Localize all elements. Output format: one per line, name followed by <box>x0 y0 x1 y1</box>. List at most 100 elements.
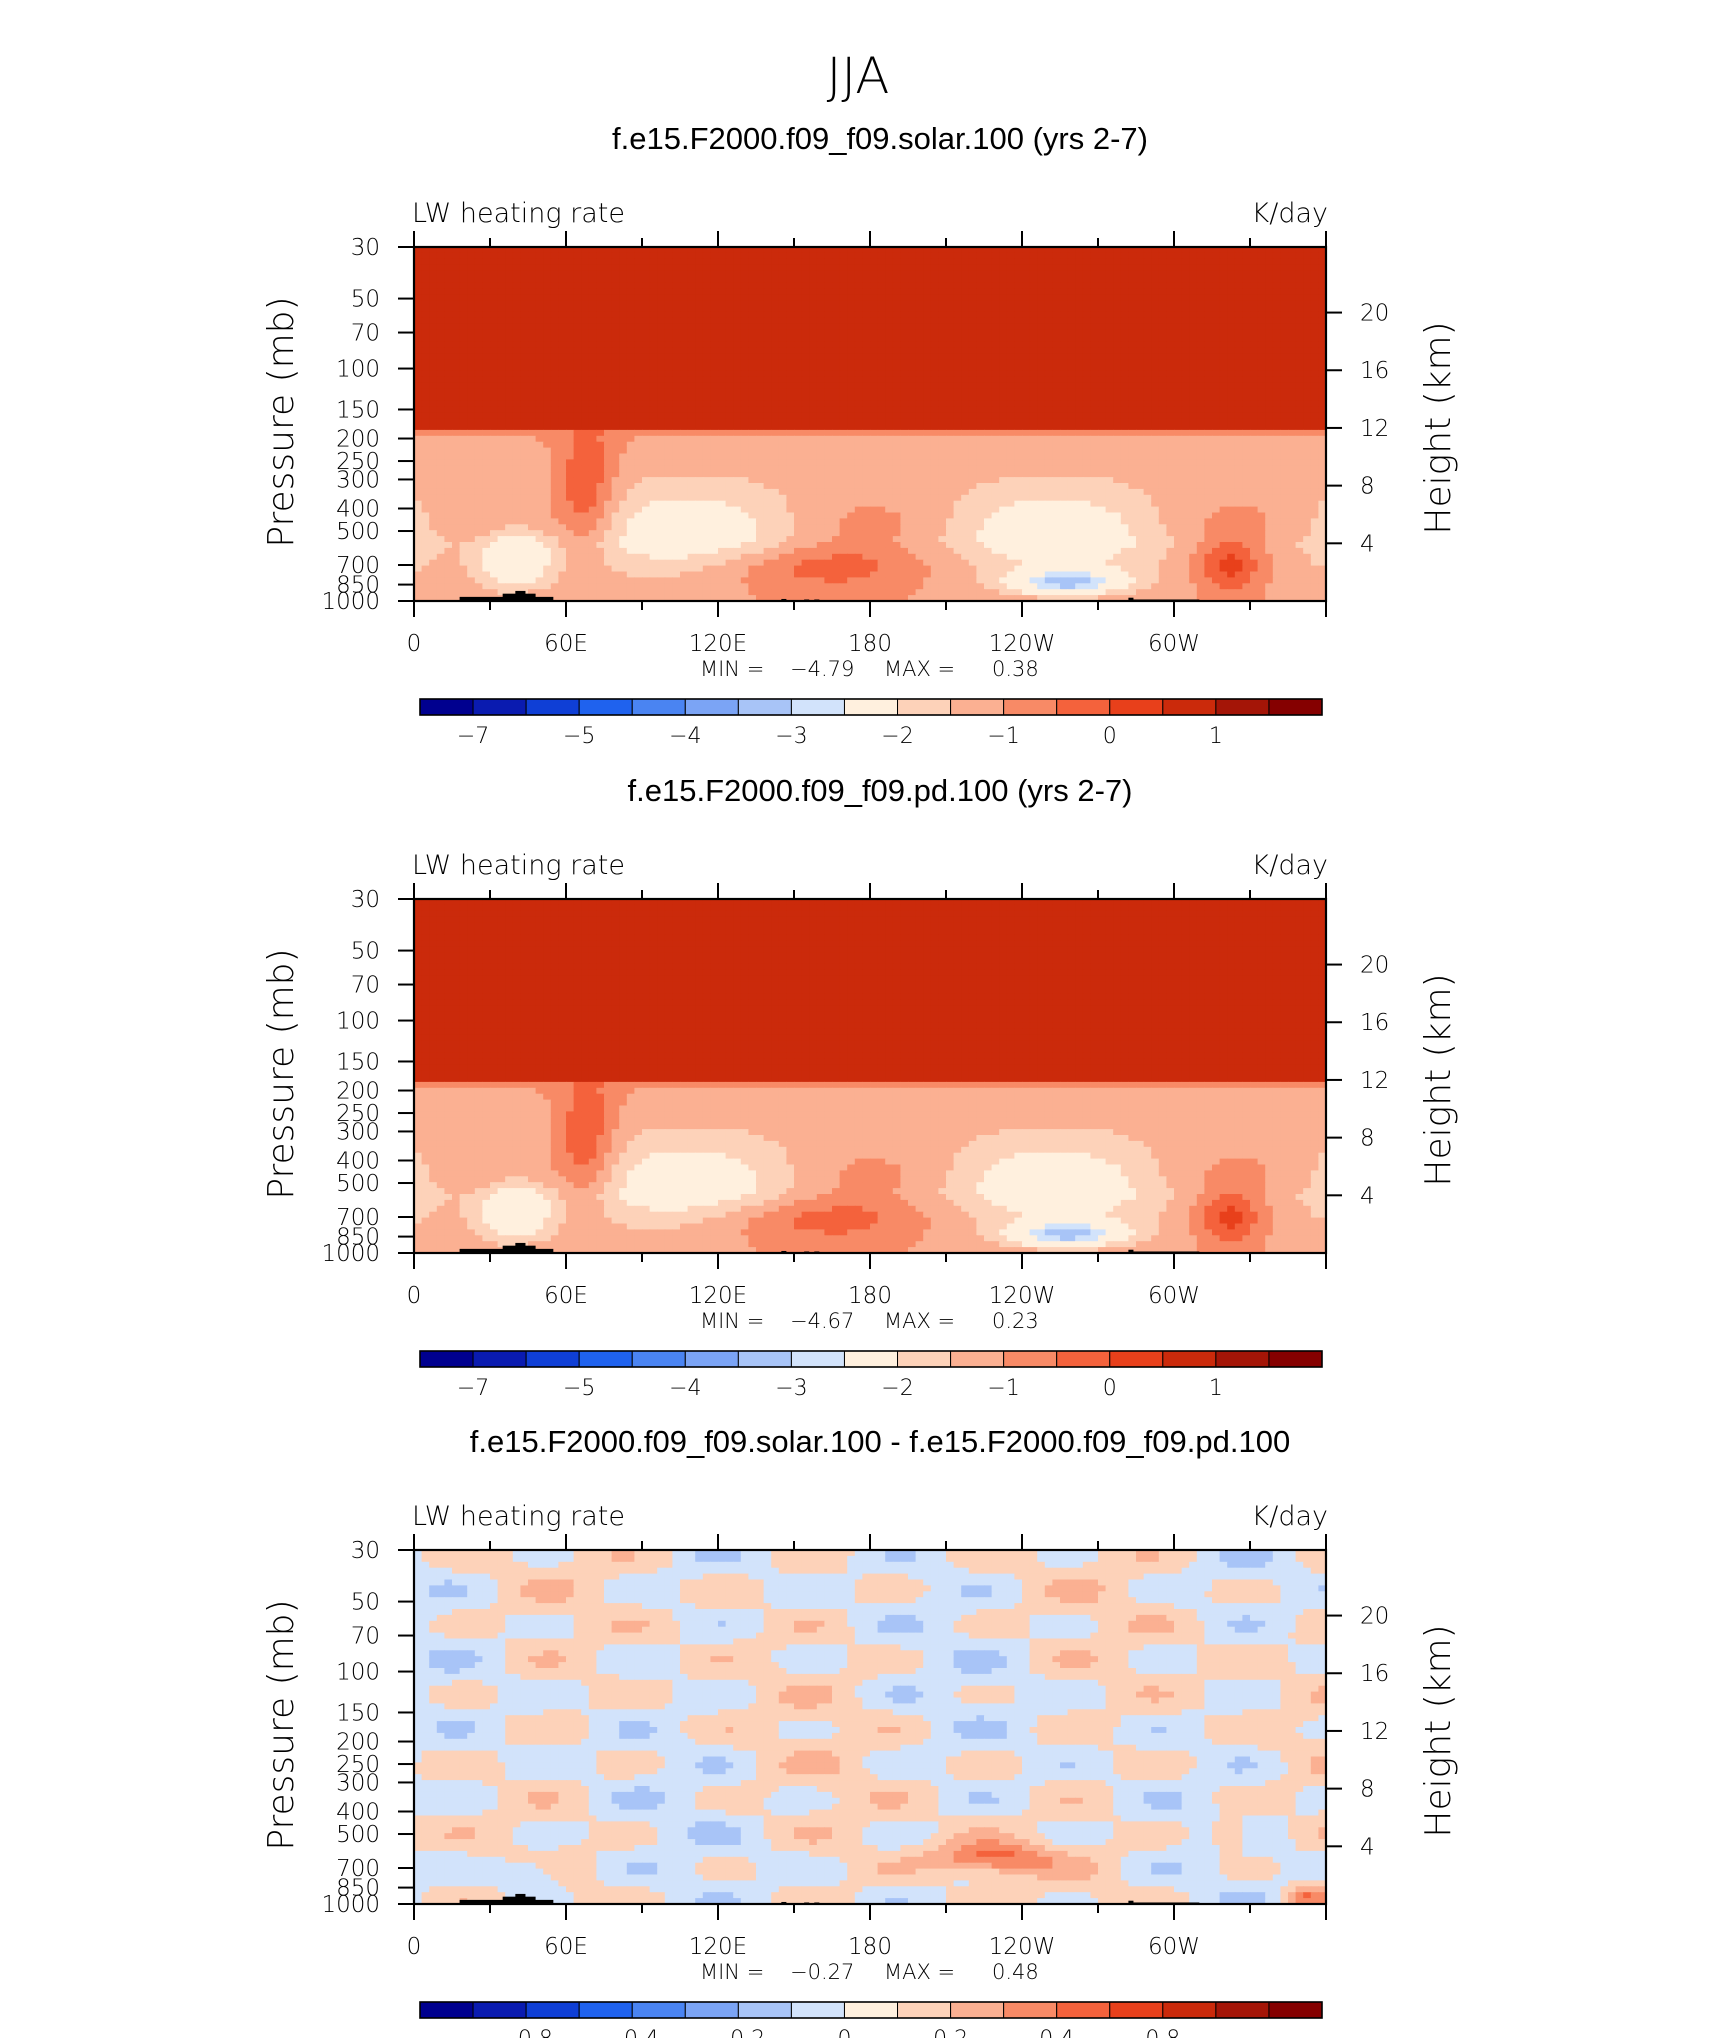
contour-cell <box>1045 430 1053 437</box>
contour-cell <box>779 477 787 484</box>
contour-cell <box>1189 418 1197 425</box>
contour-cell <box>1052 442 1060 449</box>
contour-cell <box>460 406 468 413</box>
contour-cell <box>946 430 954 437</box>
contour-cell <box>718 489 726 496</box>
contour-cell <box>467 395 475 402</box>
contour-cell <box>1151 282 1159 289</box>
contour-cell <box>878 483 886 490</box>
contour-cell <box>718 336 726 343</box>
contour-cell <box>1075 465 1083 472</box>
contour-cell <box>490 359 498 366</box>
contour-cell <box>513 271 521 278</box>
contour-cell <box>1220 312 1228 319</box>
contour-cell <box>475 465 483 472</box>
contour-cell <box>916 459 924 466</box>
contour-cell <box>946 400 954 407</box>
contour-cell <box>832 312 840 319</box>
contour-cell <box>1220 306 1228 313</box>
contour-cell <box>1068 300 1076 307</box>
contour-cell <box>1113 277 1121 284</box>
contour-cell <box>520 312 528 319</box>
contour-cell <box>1280 347 1288 354</box>
contour-cell <box>832 306 840 313</box>
contour-cell <box>1311 282 1319 289</box>
contour-cell <box>551 271 559 278</box>
contour-cell <box>1045 436 1053 443</box>
contour-cell <box>1022 371 1030 378</box>
contour-cell <box>771 282 779 289</box>
contour-cell <box>665 306 673 313</box>
contour-cell <box>931 406 939 413</box>
contour-cell <box>771 259 779 266</box>
contour-cell <box>536 282 544 289</box>
contour-cell <box>634 347 642 354</box>
contour-cell <box>969 259 977 266</box>
contour-cell <box>786 465 794 472</box>
contour-cell <box>908 271 916 278</box>
contour-cell <box>726 406 734 413</box>
contour-cell <box>627 336 635 343</box>
contour-cell <box>414 294 422 301</box>
contour-cell <box>779 347 787 354</box>
contour-cell <box>1296 454 1304 461</box>
contour-cell <box>878 306 886 313</box>
contour-cell <box>1144 389 1152 396</box>
contour-cell <box>938 277 946 284</box>
contour-cell <box>1166 406 1174 413</box>
contour-cell <box>794 459 802 466</box>
contour-cell <box>764 271 772 278</box>
contour-cell <box>1113 418 1121 425</box>
contour-cell <box>1144 383 1152 390</box>
contour-cell <box>741 353 749 360</box>
contour-cell <box>1242 471 1250 478</box>
contour-cell <box>672 389 680 396</box>
contour-cell <box>809 312 817 319</box>
contour-cell <box>1204 395 1212 402</box>
contour-cell <box>756 324 764 331</box>
contour-cell <box>794 448 802 455</box>
contour-cell <box>1106 465 1114 472</box>
contour-cell <box>802 271 810 278</box>
contour-cell <box>414 318 422 325</box>
contour-cell <box>1250 359 1258 366</box>
contour-cell <box>482 341 490 348</box>
contour-cell <box>1121 282 1129 289</box>
contour-cell <box>817 430 825 437</box>
contour-cell <box>1083 330 1091 337</box>
contour-cell <box>893 383 901 390</box>
contour-cell <box>976 483 984 490</box>
contour-cell <box>1030 318 1038 325</box>
contour-cell <box>1014 483 1022 490</box>
contour-cell <box>1204 300 1212 307</box>
contour-cell <box>414 336 422 343</box>
contour-cell <box>680 483 688 490</box>
contour-cell <box>1007 347 1015 354</box>
contour-cell <box>422 483 430 490</box>
contour-cell <box>794 471 802 478</box>
contour-cell <box>1174 406 1182 413</box>
contour-cell <box>1197 365 1205 372</box>
contour-cell <box>1007 395 1015 402</box>
contour-cell <box>1242 300 1250 307</box>
contour-cell <box>748 353 756 360</box>
contour-cell <box>817 418 825 425</box>
contour-cell <box>748 412 756 419</box>
contour-cell <box>862 282 870 289</box>
contour-cell <box>1030 459 1038 466</box>
contour-cell <box>718 312 726 319</box>
contour-cell <box>954 430 962 437</box>
contour-cell <box>520 471 528 478</box>
contour-cell <box>422 347 430 354</box>
contour-cell <box>422 424 430 431</box>
contour-cell <box>1204 336 1212 343</box>
contour-cell <box>779 271 787 278</box>
contour-cell <box>672 489 680 496</box>
contour-cell <box>908 365 916 372</box>
contour-cell <box>870 424 878 431</box>
contour-cell <box>1045 400 1053 407</box>
contour-cell <box>558 412 566 419</box>
contour-cell <box>1060 448 1068 455</box>
contour-cell <box>1296 353 1304 360</box>
contour-cell <box>475 359 483 366</box>
